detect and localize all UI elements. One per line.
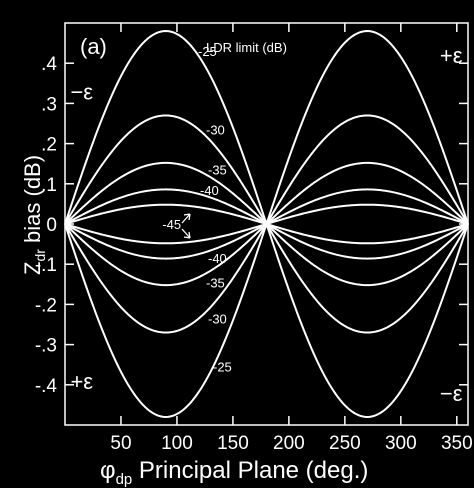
y-tick-label: .4 (41, 54, 57, 75)
curve-label: -40 (208, 251, 227, 266)
curve-label: -40 (200, 183, 219, 198)
x-axis-title: φdp Principal Plane (deg.) (100, 457, 368, 488)
x-tick-label: 350 (441, 433, 473, 454)
x-tick-label: 200 (273, 433, 305, 454)
x-tick-label: 250 (329, 433, 361, 454)
x-tick-label: 50 (110, 433, 131, 454)
region-label: −ε (440, 381, 463, 406)
y-tick-label: .2 (41, 135, 57, 156)
curve-label: -30 (208, 311, 227, 326)
curve-label: -35 (208, 163, 227, 178)
curve-label: -25 (213, 360, 232, 375)
region-label: +ε (70, 369, 93, 394)
label-arrow-down (181, 228, 191, 239)
x-tick-label: 300 (385, 433, 417, 454)
region-label: +ε (440, 43, 463, 68)
y-tick-label: -.3 (35, 336, 57, 357)
y-axis-title: Zdr bias (dB) (20, 155, 48, 275)
region-label: −ε (70, 79, 93, 104)
curve-label: -35 (206, 275, 225, 290)
y-tick-label: 0 (46, 215, 57, 236)
label-arrow-up (181, 213, 191, 224)
x-tick-label: 150 (217, 433, 249, 454)
curve-ldr-45-lower (64, 203, 469, 245)
y-tick-label: .1 (41, 175, 57, 196)
y-tick-label: -.4 (35, 376, 58, 397)
curve-label: -25 (198, 44, 217, 59)
legend-title: LDR limit (dB) (206, 40, 287, 55)
panel-label: (a) (80, 34, 107, 59)
y-tick-label: -.2 (35, 295, 57, 316)
y-tick-label: .3 (41, 94, 57, 115)
x-tick-label: 100 (161, 433, 193, 454)
curve-label: -30 (206, 123, 225, 138)
y-tick-label: -.1 (35, 255, 57, 276)
curve-label: -45 (162, 217, 181, 232)
